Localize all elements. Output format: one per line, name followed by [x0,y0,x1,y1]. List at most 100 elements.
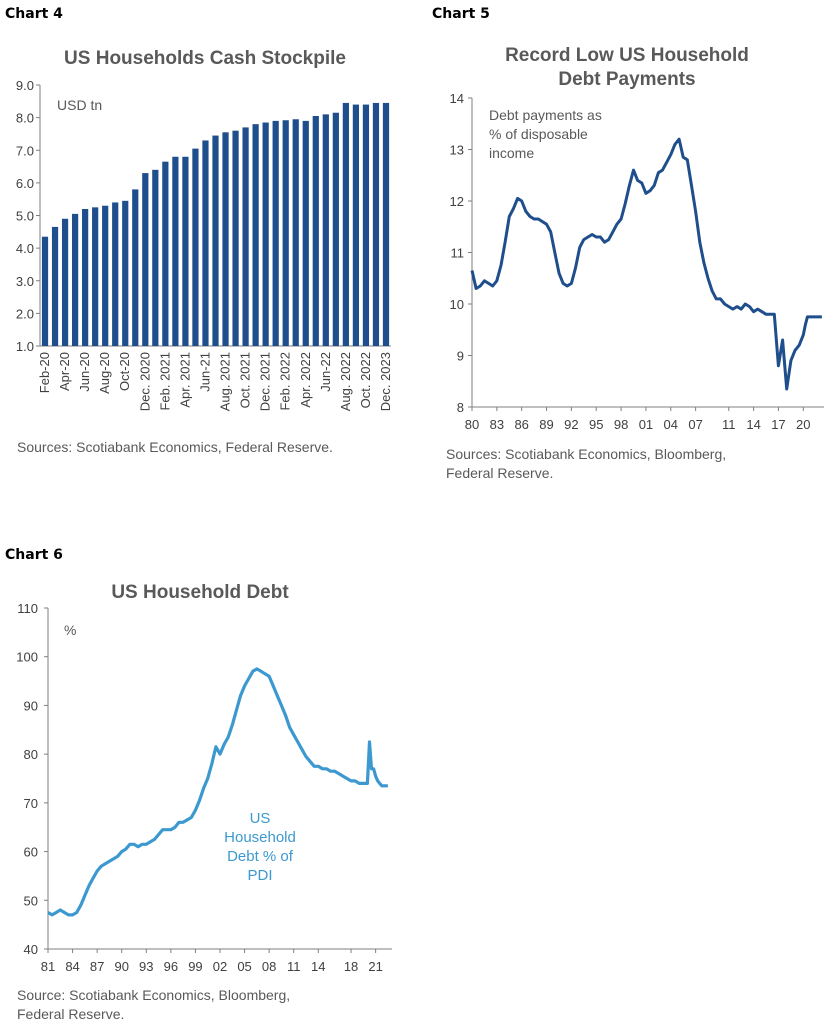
x-tick-label: Feb-20 [37,352,52,393]
x-tick-label: Jun-22 [318,352,333,392]
x-tick-label: Oct-20 [117,352,132,391]
bar [202,140,209,346]
y-tick-label: 7.0 [16,143,34,158]
chart-4-source: Sources: Scotiabank Economics, Federal R… [17,439,333,455]
x-tick-label: Apr-20 [57,352,72,391]
bar [262,122,269,346]
chart-5-title-line-2: Debt Payments [558,69,696,90]
bar [342,102,349,346]
x-tick-label: 01 [639,417,653,432]
bar [382,102,390,346]
x-tick-label: 83 [490,417,504,432]
x-tick-label: 92 [564,417,578,432]
x-tick-label: 07 [688,417,702,432]
x-tick-label: Dec. 2020 [137,352,152,411]
y-tick-label: 60 [24,845,38,860]
y-tick-label: 70 [24,796,38,811]
bar [242,127,249,346]
chart-6-plot: 40 50 60 70 80 90 100 110 81 84 87 90 93 96 99 02 05 08 11… [16,601,392,974]
bar [41,236,49,346]
x-tick-label: 80 [465,417,479,432]
chart-5-label: Chart 5 [432,6,490,22]
x-tick-label: 99 [188,959,202,974]
x-tick-label: 11 [287,959,301,974]
bar [312,115,319,347]
chart-4-title: US Households Cash Stockpile [64,48,346,69]
x-tick-label: Oct. 2022 [358,352,373,408]
x-tick-label: Dec. 2023 [378,352,393,411]
y-tick-label: 90 [24,698,38,713]
bar [92,207,99,346]
chart-6-series-label-line-4: PDI [247,867,273,884]
bar [212,135,219,346]
bar [132,189,139,346]
chart-5-unit-line-1: Debt payments as [489,107,602,123]
x-tick-label: 18 [344,959,358,974]
x-tick-label: 21 [368,959,382,974]
chart-4-label: Chart 4 [5,6,63,22]
bar [182,156,189,346]
bar [352,104,360,346]
bar [322,114,329,346]
x-tick-label: 90 [114,959,128,974]
x-tick-label: 98 [614,417,628,432]
chart-6-title: US Household Debt [111,582,289,603]
y-tick-label: 80 [24,747,38,762]
y-tick-label: 2.0 [16,306,34,321]
chart-5-source: Sources: Scotiabank Economics, Bloomberg… [446,445,726,483]
bar [272,120,279,346]
bar [122,200,129,346]
x-tick-label: 05 [237,959,251,974]
x-tick-label: Aug. 2022 [338,352,353,411]
bar [172,156,179,346]
y-tick-label: 14 [450,91,464,106]
series-line [47,667,388,917]
x-tick-label: 89 [539,417,553,432]
y-tick-label: 110 [17,601,38,616]
bar [112,202,119,346]
x-tick-label: Apr. 2022 [298,352,313,408]
x-tick-label: 11 [722,417,736,432]
x-tick-label: 20 [796,417,810,432]
series-line [470,137,822,391]
x-tick-label: Jun-21 [197,352,212,392]
chart-6-series-label: US Household Debt % of PDI [205,809,315,885]
chart-4-plot: 1.0 2.0 3.0 4.0 5.0 6.0 7.0 8.0 9.0 Feb-20 Apr-20 J… [16,78,393,411]
chart-5-unit: Debt payments as % of disposable income [489,106,602,163]
bar [232,130,239,346]
chart-5-unit-line-3: income [489,145,535,161]
chart-5-source-line-1: Sources: Scotiabank Economics, Bloomberg… [446,446,727,462]
bar [71,213,79,346]
y-tick-label: 50 [24,893,38,908]
x-tick-label: Aug. 2021 [218,352,233,411]
x-tick-label: 86 [514,417,528,432]
y-tick-label: 100 [16,650,38,665]
bar [282,120,289,346]
y-tick-label: 3.0 [16,274,34,289]
chart-6-label: Chart 6 [5,547,63,563]
y-tick-label: 10 [450,297,464,312]
chart-6-unit: % [64,622,77,638]
chart-6-source: Source: Scotiabank Economics, Bloomberg,… [17,986,290,1024]
y-tick-label: 5.0 [16,209,34,224]
x-tick-label: 93 [139,959,153,974]
bar [61,218,69,346]
chart-6-series-label-line-2: Household [224,829,296,846]
y-tick-label: 8.0 [16,111,34,126]
bar [362,104,370,346]
x-tick-label: 87 [90,959,104,974]
bar [51,226,59,346]
x-tick-label: Feb. 2021 [157,352,172,411]
bar [102,205,109,346]
bar [372,102,380,346]
chart-6-series-label-line-1: US [249,810,271,827]
y-tick-label: 40 [24,942,38,957]
bar [192,148,199,346]
y-tick-label: 13 [450,143,464,158]
y-tick-label: 9 [457,349,464,364]
chart-4-unit: USD tn [57,97,103,113]
x-tick-label: Jun-20 [77,352,92,392]
x-tick-label: Feb. 2022 [278,352,293,411]
bar [252,124,259,347]
x-tick-label: 96 [164,959,178,974]
